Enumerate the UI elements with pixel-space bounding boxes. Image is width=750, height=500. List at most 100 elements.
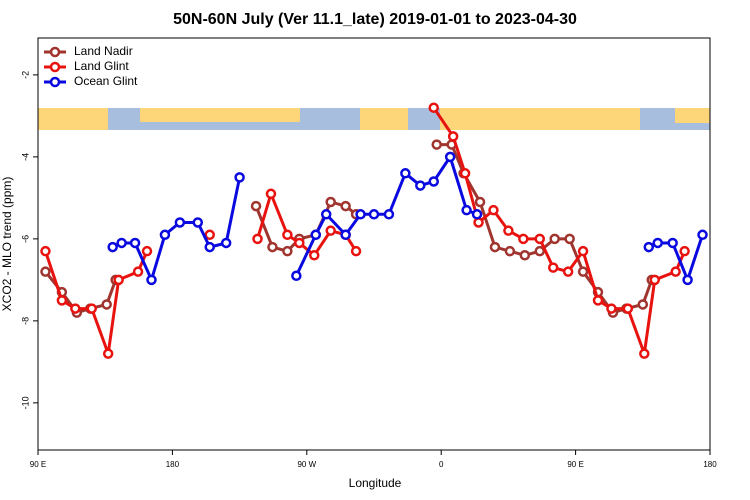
point xyxy=(204,241,215,253)
point xyxy=(400,168,411,179)
x-tick-label: 0 xyxy=(439,460,444,469)
point xyxy=(562,266,574,277)
point xyxy=(220,237,232,249)
point xyxy=(444,151,456,163)
point xyxy=(549,233,560,245)
y-axis-label: XCO2 - MLO trend (ppm) xyxy=(0,177,14,312)
point xyxy=(141,245,153,257)
x-tick-label: 180 xyxy=(166,460,180,469)
point xyxy=(697,229,708,241)
point xyxy=(534,233,546,245)
point xyxy=(639,348,650,359)
point xyxy=(473,217,484,228)
point xyxy=(592,295,604,306)
point xyxy=(504,245,516,257)
point xyxy=(518,233,529,245)
point xyxy=(159,229,171,241)
point xyxy=(577,245,589,257)
point xyxy=(519,250,531,261)
point xyxy=(310,229,322,241)
point xyxy=(86,303,98,314)
point xyxy=(129,237,141,249)
point xyxy=(489,241,501,253)
point xyxy=(291,270,302,282)
point xyxy=(56,295,68,306)
point xyxy=(447,131,459,142)
point xyxy=(622,303,634,314)
point xyxy=(282,229,293,241)
y-tick-label: -4 xyxy=(20,153,30,161)
point xyxy=(174,217,186,228)
point xyxy=(146,274,157,286)
point xyxy=(428,176,439,187)
legend-label: Land Nadir xyxy=(74,44,133,58)
point xyxy=(204,229,215,241)
point xyxy=(265,188,277,200)
point xyxy=(101,299,112,310)
y-tick-label: -10 xyxy=(20,396,30,409)
point xyxy=(70,303,81,314)
point xyxy=(503,225,514,236)
plot-frame xyxy=(37,37,711,451)
point xyxy=(679,245,690,257)
point xyxy=(682,274,693,286)
point xyxy=(428,102,439,113)
point xyxy=(320,209,332,220)
point xyxy=(234,172,245,183)
point xyxy=(431,139,442,150)
legend-marker xyxy=(49,61,61,73)
y-tick-label: -6 xyxy=(20,235,30,243)
legend-label: Ocean Glint xyxy=(74,74,138,88)
point xyxy=(132,266,144,277)
x-tick-label: 90 W xyxy=(297,460,316,469)
point xyxy=(471,209,483,220)
point xyxy=(40,266,51,277)
x-tick-label: 90 E xyxy=(30,460,46,469)
point xyxy=(670,266,681,277)
point xyxy=(325,225,336,236)
x-tick-label: 90 E xyxy=(567,460,583,469)
point xyxy=(383,209,395,220)
point xyxy=(116,237,127,249)
point xyxy=(461,204,472,216)
point xyxy=(192,217,204,228)
point xyxy=(325,196,336,208)
point xyxy=(652,237,663,249)
x-axis-label: Longitude xyxy=(349,476,402,490)
point xyxy=(267,241,278,253)
point xyxy=(350,245,362,257)
point xyxy=(606,303,617,314)
legend-marker xyxy=(49,46,61,58)
point xyxy=(667,237,678,249)
point xyxy=(355,209,366,220)
point xyxy=(368,209,380,220)
point xyxy=(459,168,471,179)
point xyxy=(340,229,351,241)
point xyxy=(534,245,546,257)
point xyxy=(577,266,589,277)
legend-marker xyxy=(49,76,61,88)
point xyxy=(309,250,320,261)
y-tick-label: -8 xyxy=(20,317,30,325)
point xyxy=(107,241,118,253)
point xyxy=(250,200,262,212)
x-tick-label: 180 xyxy=(703,460,717,469)
series-line xyxy=(44,106,686,355)
point xyxy=(113,274,124,286)
y-tick-label: -2 xyxy=(20,71,30,79)
point xyxy=(474,196,486,208)
point xyxy=(488,204,499,216)
point xyxy=(252,233,263,245)
map-strip xyxy=(38,108,710,130)
chart-title: 50N-60N July (Ver 11.1_late) 2019-01-01 … xyxy=(173,11,577,28)
point xyxy=(649,274,660,286)
point xyxy=(102,348,114,359)
point xyxy=(643,241,655,253)
point xyxy=(564,233,575,245)
point xyxy=(637,299,649,310)
point xyxy=(340,200,351,212)
point xyxy=(547,262,559,273)
point xyxy=(415,180,426,191)
point xyxy=(282,245,293,257)
